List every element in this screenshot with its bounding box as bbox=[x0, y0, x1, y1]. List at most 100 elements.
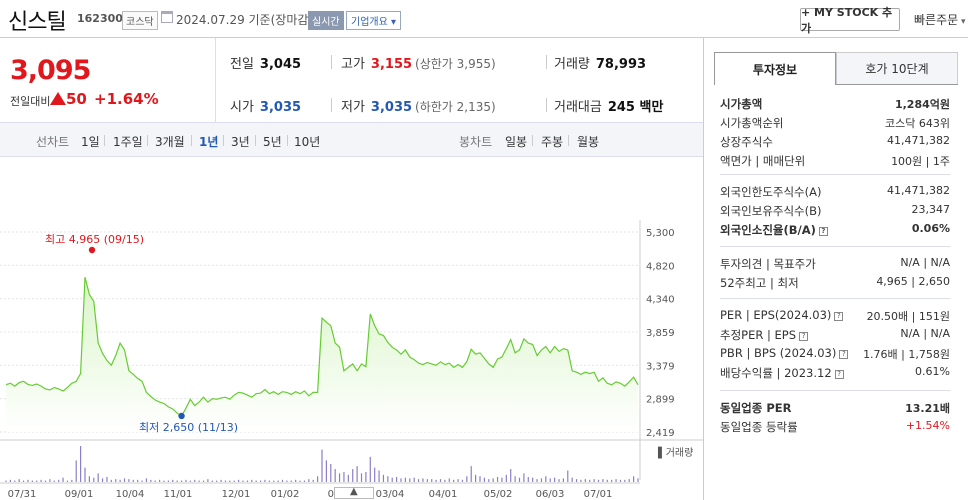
volume-bar bbox=[5, 480, 7, 482]
volume-bar bbox=[303, 480, 306, 482]
volume-bar bbox=[141, 480, 143, 482]
y-tick-label: 4,820 bbox=[646, 261, 675, 272]
change-label: 전일대비 bbox=[10, 95, 51, 108]
volume-bar bbox=[510, 469, 512, 482]
volume-bar bbox=[545, 476, 547, 482]
stat-value: 245 백만 bbox=[607, 100, 664, 115]
volume-bar bbox=[71, 479, 73, 482]
current-price: 3,095 bbox=[10, 55, 91, 86]
volume-bar bbox=[93, 477, 95, 482]
help-icon[interactable]: ? bbox=[799, 332, 809, 341]
company-overview-button[interactable]: 기업개요 ▾ bbox=[346, 11, 402, 30]
volume-bar bbox=[549, 478, 551, 482]
period-3y[interactable]: 3년 bbox=[231, 135, 250, 149]
market-badge: 코스닥 bbox=[122, 11, 158, 30]
volume-bar bbox=[176, 480, 178, 482]
up-arrow-icon bbox=[50, 92, 66, 105]
x-tick-label: 03/04 bbox=[376, 489, 405, 500]
high-annotation: 최고 4,965 (09/15) bbox=[45, 233, 144, 246]
volume-bar bbox=[132, 479, 134, 482]
divider bbox=[255, 135, 256, 146]
divider bbox=[104, 135, 105, 146]
info-group-opinion: 투자의견 | 목표주가 N/A | N/A 52주최고 | 최저 4,965 | 2,… bbox=[720, 254, 950, 292]
period-1y[interactable]: 1년 bbox=[199, 135, 219, 149]
info-row: 외국인보유주식수(B) 23,347 bbox=[720, 201, 950, 220]
volume-bar bbox=[308, 479, 310, 482]
realtime-button[interactable]: 실시간 bbox=[308, 11, 344, 30]
quick-order-label: 빠른주문 bbox=[914, 13, 959, 27]
volume-bar bbox=[84, 467, 86, 482]
tab-order-book[interactable]: 호가 10단계 bbox=[836, 52, 958, 85]
low-annotation: 최저 2,650 (11/13) bbox=[139, 421, 238, 434]
candle-monthly[interactable]: 월봉 bbox=[577, 135, 600, 149]
volume-bar bbox=[167, 480, 169, 482]
period-1w[interactable]: 1주일 bbox=[113, 135, 143, 149]
volume-bar bbox=[496, 476, 499, 482]
period-10y[interactable]: 10년 bbox=[294, 135, 321, 149]
quick-order-button[interactable]: 빠른주문 ▾ bbox=[914, 11, 966, 28]
help-icon[interactable]: ? bbox=[834, 370, 844, 379]
info-value: 41,471,382 bbox=[887, 134, 950, 147]
x-tick-label: 04/01 bbox=[429, 489, 458, 500]
volume-bar bbox=[382, 474, 385, 482]
volume-bar bbox=[163, 480, 165, 482]
info-value: 1,284억원 bbox=[894, 98, 950, 111]
info-row: 상장주식수 41,471,382 bbox=[720, 132, 950, 151]
volume-bar bbox=[554, 477, 556, 482]
info-value: 1.76배 | 1,758원 bbox=[863, 348, 950, 361]
period-5y[interactable]: 5년 bbox=[263, 135, 282, 149]
add-my-stock-button[interactable]: + MY STOCK 추가 bbox=[800, 6, 900, 35]
volume-bar bbox=[189, 480, 191, 482]
tab-investment-info[interactable]: 투자정보 bbox=[714, 52, 836, 85]
stat-high: 고가 3,155 (상한가 3,955) bbox=[341, 53, 496, 72]
investment-info-panel: 투자정보 호가 10단계 시가총액 1,284억원 시가총액순위 코스닥 643위 상장… bbox=[703, 38, 968, 500]
x-tick-label: 05/02 bbox=[484, 489, 513, 500]
volume-bar bbox=[299, 480, 301, 482]
volume-bar bbox=[584, 479, 586, 482]
help-icon[interactable]: ? bbox=[839, 350, 849, 359]
y-tick-label: 3,379 bbox=[646, 361, 675, 372]
info-group-foreign: 외국인한도주식수(A) 41,471,382 외국인보유주식수(B) 23,347 외국… bbox=[720, 182, 950, 239]
period-3m[interactable]: 3개월 bbox=[155, 135, 185, 149]
upper-limit: (상한가 3,955) bbox=[415, 57, 496, 71]
info-row: 액면가 | 매매단위 100원 | 1주 bbox=[720, 151, 950, 170]
volume-bar bbox=[523, 473, 525, 482]
volume-bar bbox=[185, 479, 187, 482]
volume-bar bbox=[413, 477, 415, 482]
info-key: 동일업종 등락률 bbox=[720, 420, 798, 434]
price-change: 50 bbox=[66, 90, 87, 108]
help-icon[interactable]: ? bbox=[834, 312, 844, 321]
volume-bar bbox=[374, 467, 376, 482]
candle-daily[interactable]: 일봉 bbox=[505, 135, 528, 149]
volume-bar bbox=[325, 460, 327, 482]
period-1d[interactable]: 1일 bbox=[81, 135, 100, 149]
volume-bar bbox=[637, 478, 639, 482]
volume-bar bbox=[461, 479, 464, 482]
stat-amount: 거래대금 245 백만 bbox=[554, 96, 663, 115]
divider bbox=[223, 135, 224, 146]
price-area bbox=[6, 277, 638, 432]
volume-bar bbox=[97, 473, 99, 482]
candle-weekly[interactable]: 주봉 bbox=[541, 135, 564, 149]
info-row: PER | EPS(2024.03)? 20.50배 | 151원 bbox=[720, 306, 950, 325]
info-key: PER | EPS(2024.03)? bbox=[720, 308, 844, 322]
stock-code: 162300 bbox=[77, 12, 123, 25]
volume-bar bbox=[321, 449, 323, 482]
collapse-chart-button[interactable]: ▲ bbox=[334, 486, 374, 499]
volume-bar bbox=[27, 479, 29, 482]
volume-bar bbox=[211, 480, 213, 482]
current-price-box: 3,095 전일대비 50 +1.64% bbox=[0, 38, 216, 122]
volume-bar bbox=[80, 446, 82, 482]
divider bbox=[568, 135, 569, 146]
divider bbox=[331, 55, 332, 69]
volume-bar bbox=[277, 480, 279, 482]
volume-bar bbox=[483, 477, 485, 482]
volume-bar bbox=[180, 480, 183, 482]
divider bbox=[331, 98, 332, 112]
volume-bar bbox=[246, 480, 248, 482]
volume-bar bbox=[295, 479, 297, 482]
volume-bar bbox=[558, 479, 560, 482]
help-icon[interactable]: ? bbox=[818, 227, 828, 236]
price-chart[interactable]: 5,300 4,820 4,340 3,859 3,379 2,899 2,419 최고 4,… bbox=[0, 180, 703, 500]
volume-bar bbox=[224, 480, 227, 482]
